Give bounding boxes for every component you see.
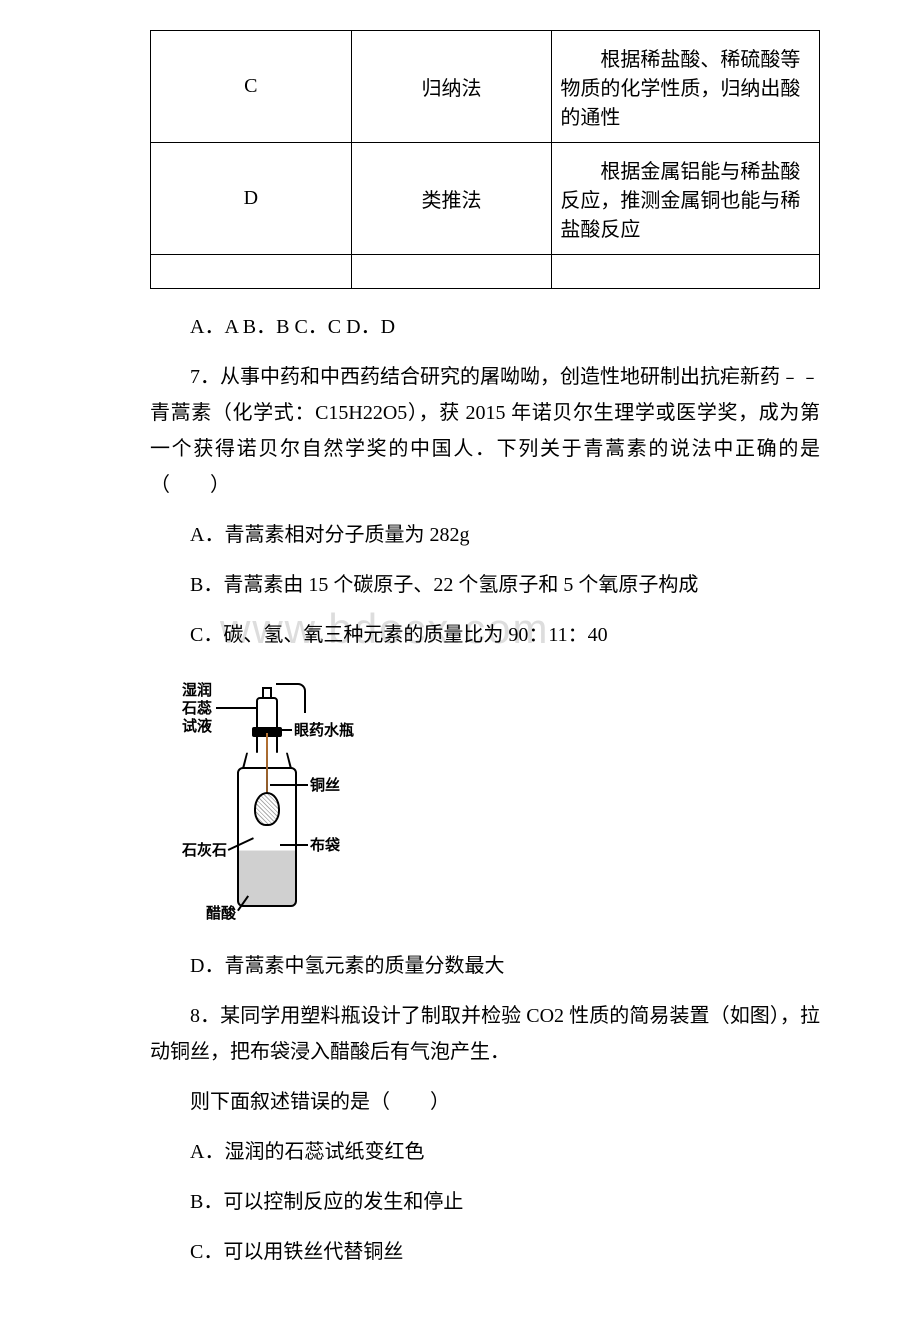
- q8-stem: 8．某同学用塑料瓶设计了制取并检验 CO2 性质的简易装置（如图），拉动铜丝，把…: [150, 998, 820, 1070]
- label-eyedrop: 眼药水瓶: [294, 722, 354, 740]
- q8-option-a: A．湿润的石蕊试纸变红色: [150, 1134, 820, 1170]
- cell-option: C: [151, 31, 352, 143]
- label-limestone: 石灰石: [182, 842, 227, 860]
- cell-empty: [552, 255, 820, 289]
- apparatus-diagram: 湿润 石蕊 试液 眼药水瓶 铜丝 石灰石 布袋 醋酸: [182, 677, 382, 927]
- cell-empty: [351, 255, 552, 289]
- label-vinegar: 醋酸: [206, 905, 236, 923]
- q8-follow: 则下面叙述错误的是（ ）: [150, 1084, 820, 1120]
- cell-method: 类推法: [351, 143, 552, 255]
- q7-option-a: A．青蒿素相对分子质量为 282g: [150, 517, 820, 553]
- table-row: C 归纳法 根据稀盐酸、稀硫酸等物质的化学性质，归纳出酸的通性: [151, 31, 820, 143]
- q7-option-d: D．青蒿素中氢元素的质量分数最大: [150, 948, 820, 984]
- label-bag: 布袋: [310, 837, 340, 855]
- table-row: [151, 255, 820, 289]
- q7-option-b: B．青蒿素由 15 个碳原子、22 个氢原子和 5 个氧原子构成: [150, 567, 820, 603]
- q7-option-c: C．碳、氢、氧三种元素的质量比为 90：11：40: [150, 617, 820, 653]
- label-copper: 铜丝: [310, 777, 340, 795]
- cell-option: D: [151, 143, 352, 255]
- answer-options: A．A B．B C．C D．D: [150, 309, 820, 345]
- q7-stem: 7．从事中药和中西药结合研究的屠呦呦，创造性地研制出抗疟新药﹣﹣青蒿素（化学式：…: [150, 359, 820, 503]
- q8-option-b: B．可以控制反应的发生和停止: [150, 1184, 820, 1220]
- methods-table: C 归纳法 根据稀盐酸、稀硫酸等物质的化学性质，归纳出酸的通性 D 类推法 根据…: [150, 30, 820, 289]
- table-row: D 类推法 根据金属铝能与稀盐酸反应，推测金属铜也能与稀盐酸反应: [151, 143, 820, 255]
- cell-empty: [151, 255, 352, 289]
- cell-method: 归纳法: [351, 31, 552, 143]
- label-litmus: 湿润 石蕊 试液: [182, 682, 212, 736]
- q8-option-c: C．可以用铁丝代替铜丝: [150, 1234, 820, 1270]
- cell-desc: 根据稀盐酸、稀硫酸等物质的化学性质，归纳出酸的通性: [552, 31, 820, 143]
- cell-desc: 根据金属铝能与稀盐酸反应，推测金属铜也能与稀盐酸反应: [552, 143, 820, 255]
